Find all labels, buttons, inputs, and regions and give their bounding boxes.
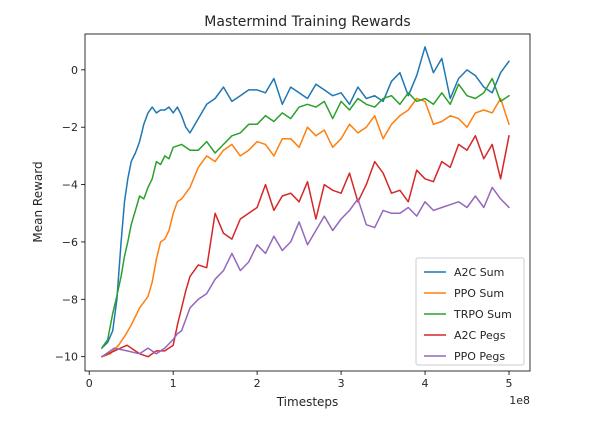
legend: A2C Sum PPO Sum TRPO Sum A2C Pegs PPO Pegs xyxy=(415,257,525,366)
y-tick-label: −2 xyxy=(62,121,78,134)
y-tick-label: −8 xyxy=(62,293,78,306)
legend-label-trpo-sum: TRPO Sum xyxy=(453,308,512,321)
y-tick-label: −10 xyxy=(55,351,78,364)
x-axis: 0 1 2 3 4 5 xyxy=(86,371,513,390)
legend-box xyxy=(415,257,525,366)
x-tick-label: 5 xyxy=(506,377,513,390)
y-tick-label: 0 xyxy=(71,64,78,77)
x-axis-offset-label: 1e8 xyxy=(509,394,530,407)
x-tick-label: 1 xyxy=(170,377,177,390)
plot-frame xyxy=(84,33,531,372)
legend-label-a2c-pegs: A2C Pegs xyxy=(454,329,506,342)
x-tick-label: 4 xyxy=(422,377,429,390)
x-axis-label: Timesteps xyxy=(276,395,339,409)
legend-label-a2c-sum: A2C Sum xyxy=(454,266,504,279)
x-tick-label: 0 xyxy=(86,377,93,390)
chart-title: Mastermind Training Rewards xyxy=(204,14,410,30)
series-layer xyxy=(101,46,510,358)
y-tick-label: −6 xyxy=(62,236,78,249)
legend-label-ppo-pegs: PPO Pegs xyxy=(454,350,505,363)
series-line-ppo-pegs xyxy=(101,186,510,358)
series-line-trpo-sum xyxy=(101,77,510,349)
x-tick-label: 2 xyxy=(254,377,261,390)
x-tick-label: 3 xyxy=(338,377,345,390)
series-line-ppo-sum xyxy=(101,97,510,358)
y-axis-label: Mean Reward xyxy=(31,161,45,242)
series-line-a2c-pegs xyxy=(101,135,510,358)
y-axis: −10 −8 −6 −4 −2 0 xyxy=(55,64,85,364)
y-tick-label: −4 xyxy=(62,179,78,192)
legend-label-ppo-sum: PPO Sum xyxy=(454,287,504,300)
legend-items: A2C Sum PPO Sum TRPO Sum A2C Pegs PPO Pegs xyxy=(424,266,512,363)
series-line-a2c-sum xyxy=(101,46,510,349)
